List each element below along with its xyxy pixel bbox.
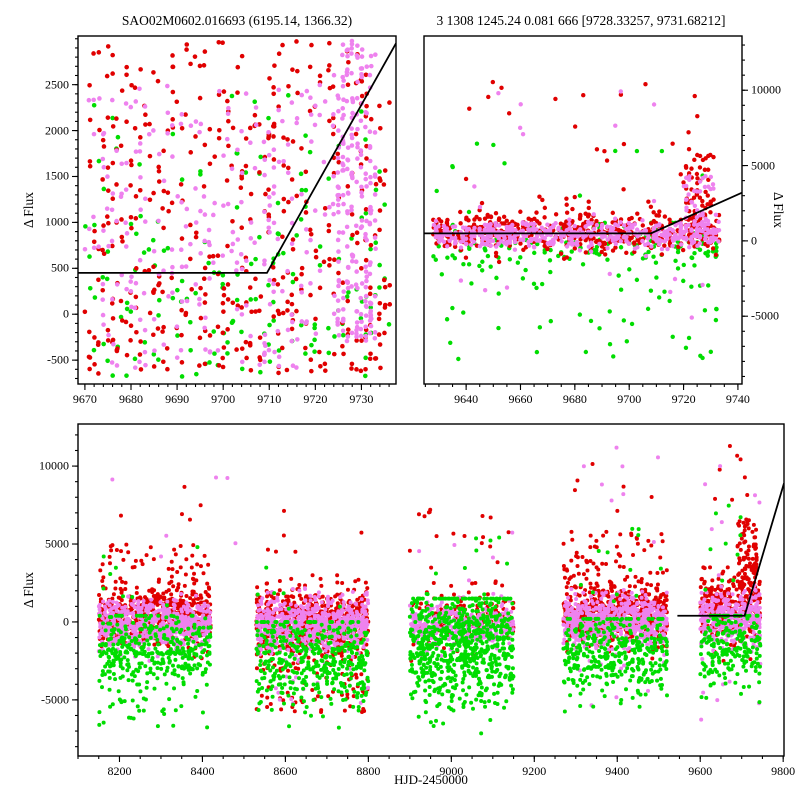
x-tick-label: 9660 — [508, 392, 533, 406]
y-tick-label: 1500 — [45, 168, 69, 183]
y-tick-label: 0 — [751, 233, 757, 248]
x-tick-label: 9720 — [671, 392, 696, 406]
y-tick-label: 1000 — [45, 214, 69, 229]
panel2-y-axis-label: Δ Flux — [771, 191, 786, 229]
panel3-x-axis-label: HJD-2450000 — [394, 772, 468, 787]
y-tick-label: 5000 — [751, 158, 775, 173]
x-tick-label: 9690 — [165, 392, 190, 406]
y-tick-label: -500 — [47, 352, 69, 367]
x-tick-label: 9200 — [522, 764, 547, 778]
y-tick-label: 0 — [63, 614, 69, 629]
x-tick-label: 9640 — [454, 392, 479, 406]
x-tick-label: 9730 — [349, 392, 374, 406]
panel1-title: SAO02M0602.016693 (6195.14, 1366.32) — [121, 13, 353, 28]
y-tick-label: -5000 — [41, 692, 69, 707]
x-tick-label: 9680 — [562, 392, 587, 406]
panel2-title: 3 1308 1245.24 0.081 666 [9728.33257, 97… — [436, 13, 726, 28]
x-tick-label: 8400 — [190, 764, 215, 778]
x-tick-label: 9740 — [725, 392, 750, 406]
x-tick-label: 9680 — [119, 392, 143, 406]
panel3-y-axis-label: Δ Flux — [21, 571, 36, 609]
y-tick-label: 500 — [51, 260, 69, 275]
x-tick-label: 8600 — [273, 764, 298, 778]
y-tick-label: 2000 — [45, 123, 69, 138]
x-tick-label: 9670 — [72, 392, 97, 406]
y-tick-label: 2500 — [45, 77, 69, 92]
x-tick-label: 9400 — [605, 764, 630, 778]
y-tick-label: 0 — [63, 306, 69, 321]
x-tick-label: 9710 — [257, 392, 282, 406]
x-tick-label: 9720 — [303, 392, 328, 406]
x-tick-label: 9700 — [617, 392, 642, 406]
panel1-y-axis-label: Δ Flux — [21, 191, 36, 229]
y-tick-label: -5000 — [751, 308, 779, 323]
x-tick-label: 9800 — [771, 764, 796, 778]
x-tick-label: 9700 — [211, 392, 236, 406]
x-tick-label: 9600 — [688, 764, 713, 778]
x-tick-label: 8800 — [356, 764, 381, 778]
x-tick-label: 8200 — [107, 764, 132, 778]
x-tick-label: 9000 — [439, 764, 464, 778]
y-tick-label: 5000 — [45, 536, 69, 551]
y-tick-label: 10000 — [39, 458, 69, 473]
y-tick-label: 10000 — [751, 82, 781, 97]
